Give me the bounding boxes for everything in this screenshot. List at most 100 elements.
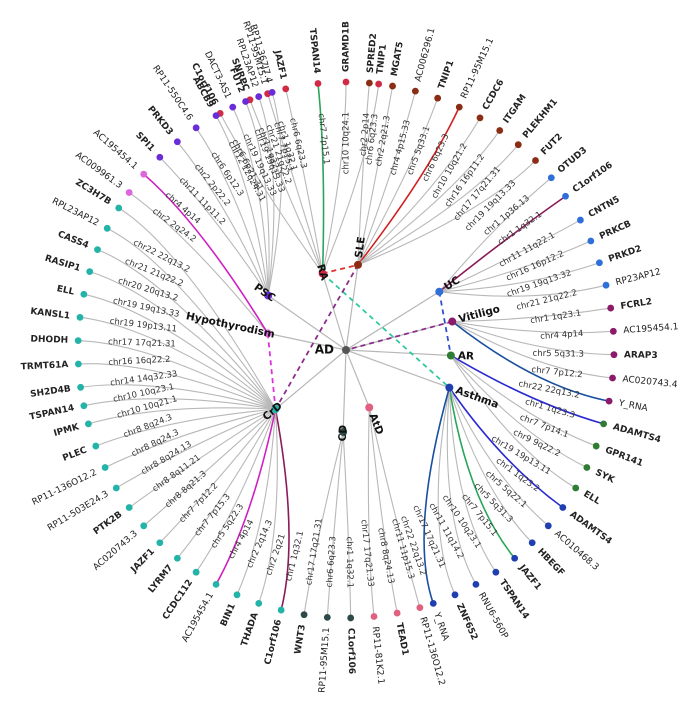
edge-ra-jazf1 [285, 88, 324, 274]
leaf-node-ccdc112 [192, 568, 200, 576]
leaf-node-rp23ap12 [602, 281, 610, 289]
leaf-node-bin1 [233, 591, 241, 599]
leaf-node-ac195454-1 [140, 170, 148, 178]
leaf-node-c1orf106 [562, 192, 569, 200]
gene-label: TSPAN14 [307, 28, 322, 74]
leaf-node-tspan14 [492, 568, 500, 576]
edge-crd-ipmk [88, 407, 276, 425]
gene-label: RP23AP12 [615, 267, 662, 288]
gene-label: RNU6-560P [476, 591, 510, 641]
gene-label: AC020743.4 [622, 375, 678, 391]
gene-label: BIN1 [219, 602, 238, 628]
edge-ar-ell [450, 355, 577, 489]
edge-crd-rasip1 [89, 271, 276, 410]
edge-psc-abcb9 [215, 115, 269, 296]
leaf-node-cass4 [94, 246, 101, 254]
disease-label-ar: AR [458, 350, 475, 363]
gene-label: C1orf106 [263, 619, 284, 666]
link-sle-crd [274, 264, 359, 410]
edge-ra-c1orf106 [219, 113, 324, 274]
edge-asthma-znf652 [437, 387, 456, 596]
gene-label: LYRM7 [147, 563, 176, 595]
gene-label: ELL [56, 284, 76, 297]
disease-node-hypothyrodism [263, 329, 272, 338]
leaf-node-rp11-136o12-2 [416, 604, 424, 612]
gene-label: CASS4 [56, 230, 90, 251]
leaf-node-jazf1 [156, 539, 164, 547]
leaf-node-lyrm7 [173, 554, 181, 562]
gene-label: TNIP1 [375, 44, 389, 75]
edge-hypothyrodism-ac195454-1 [143, 173, 269, 334]
edge-asthma-hbegf [448, 387, 533, 544]
leaf-node-dact3-as1 [229, 103, 237, 111]
leaf-node-cntn5 [576, 216, 584, 224]
chromosome-label: chr5 5q31.3 [532, 349, 584, 360]
edge-asthma-tspan14 [448, 387, 497, 573]
chromosome-label: chr16 16q22.2 [108, 355, 171, 368]
leaf-node-syk [583, 464, 591, 471]
gene-label: Y_RNA [617, 398, 649, 414]
edge-psc-dact3-as1 [232, 106, 269, 296]
chromosome-label: chr17 17q21.31 [108, 337, 176, 349]
gene-label: JAZF1 [129, 547, 157, 576]
gene-label: PTK2B [92, 510, 125, 537]
leaf-node-sh2d4b [77, 383, 85, 391]
disease-node-psc [264, 291, 273, 300]
edge-psc-rpl23ap12 [258, 96, 275, 296]
leaf-node-arap3 [610, 351, 618, 359]
edge-sle-spred2 [357, 82, 370, 265]
leaf-node-adamts4 [559, 504, 567, 511]
disease-label-cd: CD [337, 424, 350, 441]
leaf-node-fcrl2 [607, 304, 615, 312]
gene-label: KANSL1 [30, 307, 71, 322]
edge-sle-ac006296-1 [357, 90, 416, 266]
leaf-node-dhodh [74, 337, 82, 345]
edge-sle-rp11-95m15-1 [357, 106, 460, 266]
disease-node-ra [318, 269, 327, 278]
gene-label: PRKD2 [607, 244, 643, 265]
edge-crd-kansl1 [79, 316, 276, 410]
disease-node-crd [271, 405, 280, 414]
leaf-node-rpl23ap12 [255, 93, 263, 101]
chromosome-label: chr1 1q32.1 [344, 536, 355, 588]
chromosome-label: chr7 7p15.1 [316, 113, 331, 165]
disease-node-atd [365, 403, 374, 412]
edge-uc-otud3 [438, 177, 552, 293]
chromosome-label: chr7 7p12.2 [531, 365, 583, 380]
leaf-node-c1orf106 [347, 614, 355, 622]
edge-ad-ra [322, 273, 347, 351]
leaf-node-jazf1 [282, 85, 290, 93]
chromosome-label: chr19 19p13.11 [109, 317, 177, 335]
center-node [342, 346, 350, 354]
edge-ad-ar [345, 349, 451, 357]
gene-label: RASIP1 [44, 254, 82, 274]
disease-node-vitiligo [448, 317, 457, 326]
disease-node-sle [353, 260, 362, 269]
tree-edges [78, 81, 614, 618]
gene-label: PLEC [61, 445, 88, 463]
leaf-node-tnip1 [434, 94, 442, 102]
edge-asthma-ac010468-3 [448, 387, 549, 527]
edge-ad-asthma [345, 349, 450, 389]
edge-uc-rp23ap12 [439, 284, 607, 297]
edge-crd-tspan14 [83, 398, 276, 410]
leaf-node-rp11-81k2-1 [370, 613, 378, 620]
gene-label: SPRED2 [366, 33, 379, 74]
leaf-node-mgat5 [389, 82, 396, 90]
gene-label: RPL23AP12 [50, 197, 100, 229]
leaf-node-wnt3 [300, 611, 308, 619]
leaf-node-tspan14 [314, 80, 322, 87]
gene-label: AC195454.1 [181, 591, 217, 644]
leaf-node-fut2 [532, 157, 539, 164]
edge-vitiligo-fcrl2 [452, 307, 611, 323]
leaf-node-tnip1 [375, 80, 383, 88]
leaf-node-prkd2 [595, 259, 603, 267]
edge-sle-itgam [357, 130, 501, 266]
edge-ad-atd [345, 349, 370, 408]
link-vitiligo-ad [345, 320, 453, 351]
leaf-node-rp11-136o12-2 [101, 464, 109, 471]
edge-ad-hypothyrodism [267, 332, 347, 351]
edge-asthma-rnu6-560p [446, 387, 477, 585]
gene-label: JAZF1 [516, 562, 543, 592]
